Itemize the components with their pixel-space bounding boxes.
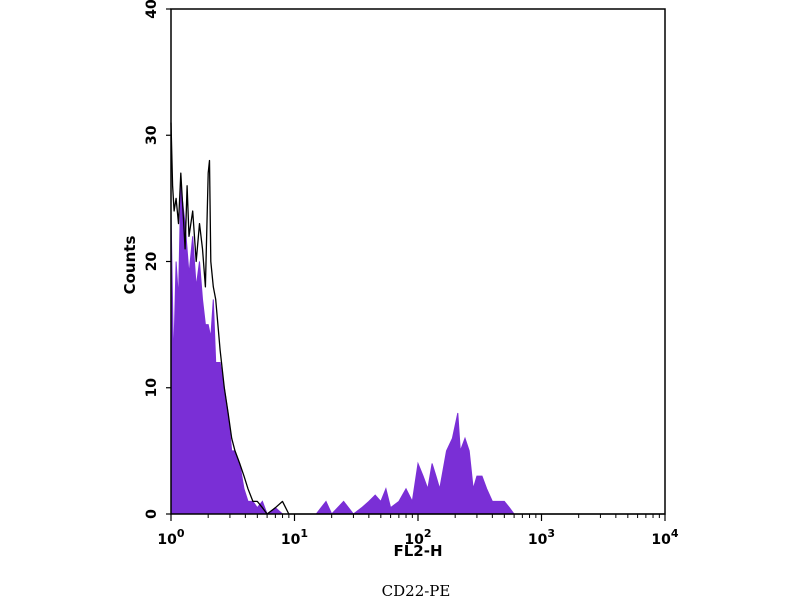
x-tick-label: 101 (281, 527, 308, 548)
y-axis-title: Counts (121, 236, 139, 295)
y-tick-label: 40 (144, 0, 160, 19)
y-tick-label: 30 (144, 125, 160, 145)
x-tick-label-exponent: 4 (671, 527, 679, 540)
x-tick-label: 102 (404, 527, 431, 548)
x-tick-label-exponent: 1 (300, 527, 308, 540)
x-tick-label: 103 (528, 527, 555, 548)
x-tick-label-base: 10 (528, 532, 548, 548)
x-tick-label-exponent: 3 (547, 527, 555, 540)
plot-frame (170, 8, 666, 515)
x-tick-label: 104 (651, 527, 678, 548)
x-axis-ticks: 100 101 102 103 104 (157, 514, 679, 548)
y-axis-ticks: 0 10 20 30 40 (144, 0, 171, 519)
histogram-series-0-filled (170, 185, 665, 515)
x-tick-label-base: 10 (281, 532, 301, 548)
x-tick-label-exponent: 0 (177, 527, 185, 540)
series-layer (170, 122, 665, 515)
y-tick-label: 20 (144, 252, 160, 272)
x-tick-label: 100 (157, 527, 184, 548)
x-tick-label-base: 10 (404, 532, 424, 548)
histogram-series-1-line (170, 122, 665, 515)
figure-caption: CD22-PE (381, 582, 451, 600)
x-tick-label-base: 10 (157, 532, 177, 548)
y-tick-label: 10 (144, 378, 160, 398)
x-tick-label-exponent: 2 (424, 527, 432, 540)
x-axis-title: FL2-H (393, 542, 442, 560)
y-tick-label: 0 (144, 509, 160, 519)
x-tick-label-base: 10 (651, 532, 671, 548)
